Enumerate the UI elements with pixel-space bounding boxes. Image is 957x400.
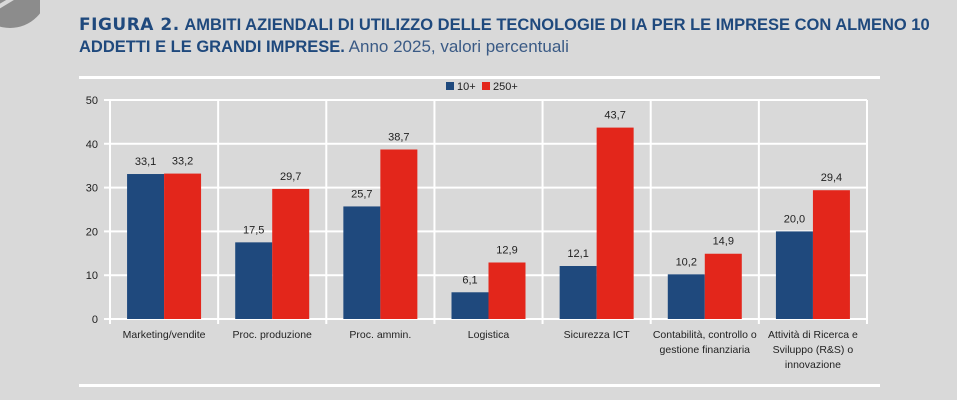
y-tick-label: 50: [86, 95, 98, 107]
x-category-label: Proc. produzione: [233, 329, 313, 341]
data-label: 20,0: [784, 213, 805, 225]
x-category-label-line: Sviluppo (R&S) o: [773, 344, 854, 356]
bar-series-10: [127, 174, 165, 319]
y-tick-label: 30: [86, 183, 98, 195]
y-tick-label: 10: [86, 270, 98, 282]
decorative-pie-icon: [0, 0, 40, 28]
data-label: 6,1: [462, 274, 477, 286]
bar-series-250: [380, 149, 418, 319]
data-label: 10,2: [676, 256, 697, 268]
top-divider: [79, 76, 880, 79]
bar-series-10: [343, 206, 381, 319]
data-label: 38,7: [388, 131, 409, 143]
data-label: 33,1: [135, 156, 156, 168]
data-label: 29,4: [821, 172, 842, 184]
bar-series-10: [775, 231, 813, 319]
data-label: 12,1: [567, 248, 588, 260]
bar-series-250: [272, 188, 310, 319]
x-category-label: Contabilità, controllo o gestione finanzi…: [653, 329, 757, 356]
value-labels: 33,1 17,5 25,7 6,1 12,1 10,2 20,0 33,2 29,7 38,7 1…: [135, 110, 842, 287]
bar-series-250: [812, 190, 850, 319]
figure-label: FIGURA 2.: [79, 15, 180, 35]
x-category-label-line: gestione finanziaria: [660, 344, 751, 356]
data-label: 29,7: [280, 171, 301, 183]
x-category-label-line: Sicurezza ICT: [564, 329, 631, 341]
bar-series-250: [488, 262, 526, 319]
legend-label: 10+: [457, 81, 476, 93]
bar-series-10: [559, 266, 597, 319]
y-tick-label: 40: [86, 139, 98, 151]
data-label: 33,2: [172, 156, 193, 168]
y-tick-label: 20: [86, 226, 98, 238]
legend-label: 250+: [493, 81, 518, 93]
x-category-label-line: innovazione: [785, 359, 841, 371]
bars: [127, 127, 850, 320]
x-category-label-line: Contabilità, controllo o: [653, 329, 757, 341]
grid: [104, 99, 868, 324]
legend-swatch: [482, 82, 490, 90]
axes: 0 10 20 30 40 50 Marketing/vendite Proc. produz…: [86, 95, 858, 371]
figure-subtitle: Anno 2025, valori percentuali: [348, 37, 569, 56]
x-category-label-line: Proc. produzione: [233, 329, 313, 341]
bar-series-10: [235, 242, 273, 319]
bar-series-250: [704, 253, 742, 319]
bar-series-250: [164, 173, 202, 319]
x-category-label-line: Attività di Ricerca e: [768, 329, 858, 341]
data-label: 43,7: [604, 110, 625, 122]
data-label: 12,9: [496, 244, 517, 256]
bottom-divider: [79, 384, 880, 387]
data-label: 17,5: [243, 224, 264, 236]
x-category-label-line: Marketing/vendite: [123, 329, 206, 341]
x-category-label: Marketing/vendite: [123, 329, 206, 341]
bar-series-10: [451, 292, 489, 319]
legend-swatch: [446, 82, 454, 90]
x-category-label: Logistica: [468, 329, 510, 341]
y-tick-label: 0: [92, 314, 98, 326]
figure-title: FIGURA 2. AMBITI AZIENDALI DI UTILIZZO D…: [79, 14, 939, 58]
data-label: 25,7: [351, 188, 372, 200]
x-category-label: Attività di Ricerca e Sviluppo (R&S) o inn…: [768, 329, 858, 371]
x-category-label-line: Logistica: [468, 329, 510, 341]
x-category-label-line: Proc. ammin.: [349, 329, 411, 341]
data-label: 14,9: [713, 236, 734, 248]
figure-heading: AMBITI AZIENDALI DI UTILIZZO DELLE TECNO…: [79, 16, 930, 56]
x-category-label: Proc. ammin.: [349, 329, 411, 341]
x-category-label: Sicurezza ICT: [564, 329, 631, 341]
bar-series-10: [667, 274, 705, 319]
bar-series-250: [596, 127, 634, 320]
legend: 10+ 250+: [446, 81, 518, 93]
